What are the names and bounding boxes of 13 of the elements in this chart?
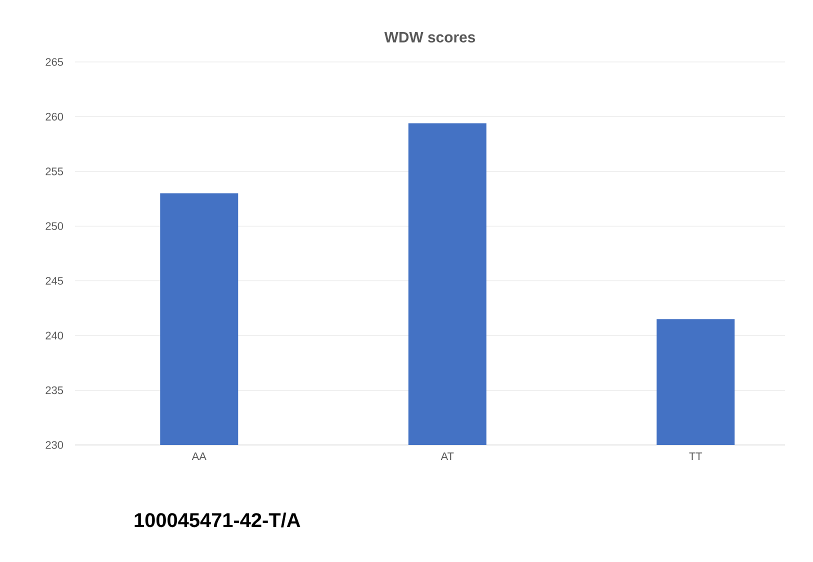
x-tick-label: AA [192, 452, 206, 460]
y-tick-label: 255 [46, 168, 64, 176]
text: 100045471-42-T/A [134, 512, 300, 528]
y-tick-label: 245 [46, 276, 64, 285]
chart-title: WDW scores [384, 32, 476, 42]
y-tick-label: 250 [46, 222, 64, 230]
y-tick-label: 230 [46, 441, 64, 449]
x-tick-label: AT [440, 452, 454, 460]
y-tick-label: 235 [46, 386, 64, 394]
y-tick-label: 240 [46, 332, 64, 340]
y-tick-label: 265 [46, 58, 64, 66]
x-tick-label: TT [689, 452, 702, 460]
y-tick-label: 260 [46, 112, 64, 121]
